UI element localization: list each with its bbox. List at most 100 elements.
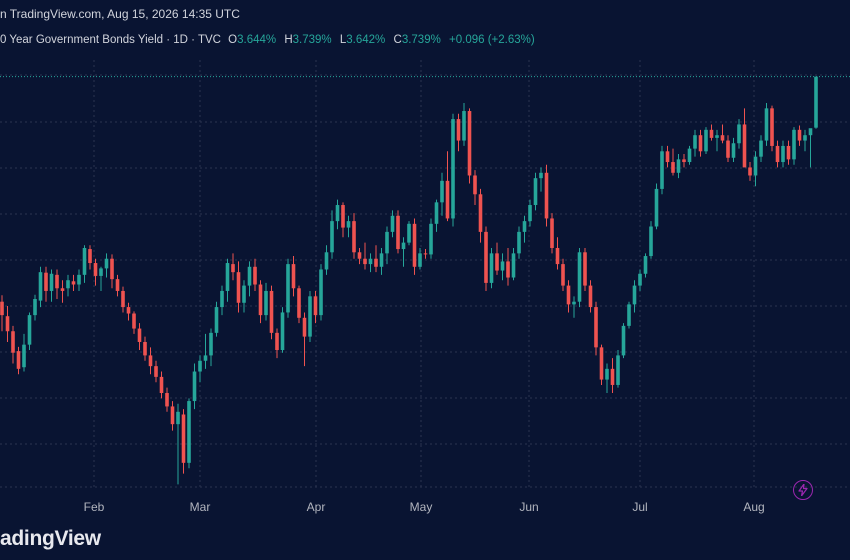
candle-body — [643, 256, 648, 274]
candle — [93, 258, 98, 286]
candle-body — [297, 288, 301, 318]
candle-body — [401, 242, 406, 250]
candle — [60, 280, 65, 303]
candle — [55, 269, 59, 300]
candle — [764, 102, 769, 146]
candle-body — [775, 145, 780, 163]
candle-body — [423, 253, 428, 255]
candle — [797, 125, 802, 146]
candle — [49, 269, 54, 302]
candle — [126, 302, 131, 321]
candle-body — [154, 366, 158, 377]
candle — [132, 311, 136, 334]
candle-body — [709, 129, 714, 138]
candle-body — [528, 205, 532, 222]
candle-body — [143, 341, 147, 356]
candle-body — [308, 296, 312, 337]
candle — [82, 245, 87, 283]
candle — [231, 253, 235, 281]
candle — [379, 247, 384, 275]
candle-body — [33, 299, 37, 316]
candle-body — [797, 129, 802, 141]
candle-body — [462, 111, 466, 141]
candle-body — [539, 172, 543, 179]
candle — [192, 363, 197, 410]
candle-body — [478, 194, 483, 232]
candle — [759, 135, 763, 163]
candle — [726, 135, 730, 163]
candle — [236, 261, 241, 313]
candle — [555, 237, 560, 270]
candle-body — [203, 355, 208, 361]
candle-body — [286, 264, 290, 313]
candle-body — [682, 159, 686, 163]
candle — [682, 153, 686, 168]
candle — [506, 247, 510, 286]
candle-body — [737, 124, 741, 144]
x-tick-label: Apr — [307, 500, 326, 514]
candle-body — [687, 148, 692, 163]
ohlc-high-key: H — [284, 34, 293, 46]
candle — [649, 221, 653, 259]
candle-body — [368, 258, 373, 265]
candle-body — [77, 274, 81, 285]
ohlc-close-value: 3.739% — [401, 34, 441, 46]
candle-body — [467, 111, 472, 176]
candle-body — [379, 253, 384, 267]
candle-body — [456, 119, 461, 141]
candle-body — [110, 258, 114, 280]
candle-body — [748, 167, 752, 176]
candle-body — [759, 140, 763, 157]
candle — [676, 153, 681, 179]
candle — [121, 286, 125, 313]
candle — [544, 164, 549, 227]
chart-header: n TradingView.com, Aug 15, 2026 14:35 UT… — [0, 0, 850, 60]
candle — [181, 409, 186, 474]
x-tick-label: Jun — [519, 500, 538, 514]
candle — [16, 346, 21, 375]
candle — [71, 274, 76, 291]
candle-body — [742, 124, 747, 168]
candle-body — [242, 285, 246, 303]
candle — [170, 401, 175, 431]
candle-body — [346, 221, 351, 228]
candle — [440, 172, 444, 216]
candle-body — [236, 272, 241, 303]
candle-body — [753, 156, 758, 176]
ohlc-low-key: L — [339, 34, 347, 46]
candle — [198, 355, 202, 383]
candle-body — [44, 272, 48, 291]
candle — [665, 145, 670, 168]
candle-body — [583, 252, 587, 286]
candle-body — [264, 290, 268, 316]
candle-body — [495, 253, 499, 271]
candle — [269, 285, 274, 340]
candle-body — [808, 128, 813, 136]
candle-body — [550, 218, 554, 248]
candle-body — [99, 268, 103, 276]
candle — [99, 266, 103, 291]
candle-body — [159, 376, 164, 394]
candle-body — [5, 316, 10, 332]
candle — [478, 188, 483, 243]
candle-body — [313, 296, 318, 316]
candle — [775, 140, 780, 168]
candle — [27, 312, 32, 351]
lightning-icon[interactable] — [793, 480, 813, 500]
candle — [467, 108, 472, 184]
candle — [654, 183, 659, 230]
candle — [456, 113, 461, 152]
candle — [577, 247, 582, 308]
candle — [324, 245, 329, 275]
candle — [528, 199, 532, 227]
candle — [104, 253, 109, 278]
candle — [412, 218, 417, 275]
candle — [803, 129, 807, 152]
candle — [346, 215, 351, 238]
candle-body — [522, 221, 527, 232]
candle — [220, 285, 224, 316]
candle-body — [198, 360, 202, 372]
candle-body — [632, 285, 637, 305]
candle — [390, 210, 395, 238]
